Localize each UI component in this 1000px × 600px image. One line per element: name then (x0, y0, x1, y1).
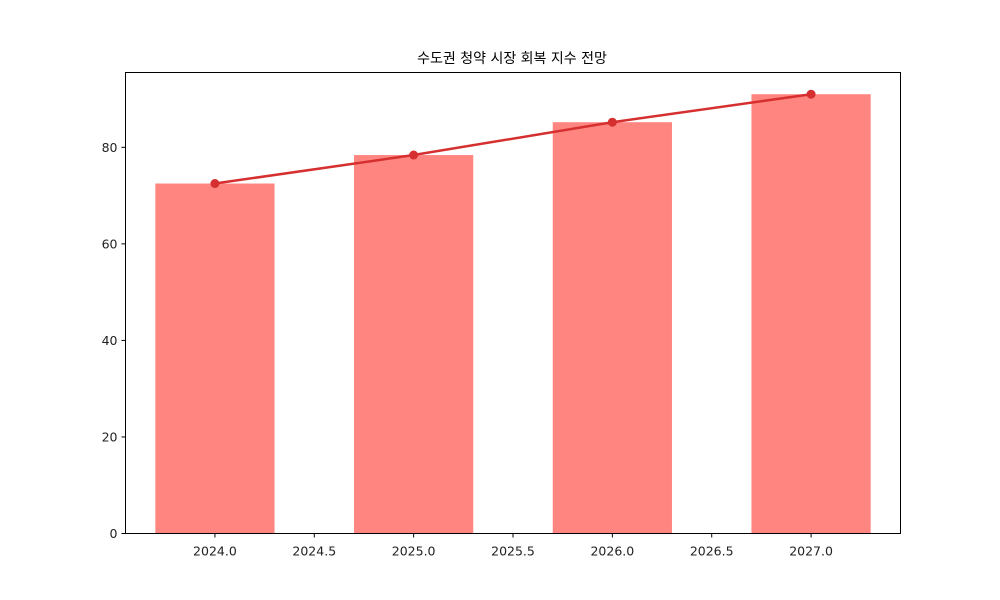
x-tick-label: 2026.0 (590, 544, 634, 559)
x-tick-label: 2025.0 (392, 544, 436, 559)
bar (751, 94, 871, 534)
y-tick-label: 40 (102, 333, 118, 348)
y-tick-label: 0 (110, 526, 118, 541)
y-tick-label: 80 (102, 140, 118, 155)
line-marker (409, 150, 419, 160)
line-marker (607, 117, 617, 127)
chart-title: 수도권 청약 시장 회복 지수 전망 (417, 51, 607, 67)
x-tick-label: 2027.0 (789, 544, 833, 559)
y-axis: 0 20 40 60 80 (102, 140, 126, 541)
bar (354, 155, 474, 534)
bar (155, 183, 275, 534)
bar (552, 122, 672, 534)
trend-line (214, 92, 812, 185)
line-marker (806, 89, 816, 99)
x-tick-label: 2025.5 (491, 544, 535, 559)
line-marker (210, 179, 220, 189)
y-tick-label: 60 (102, 236, 118, 251)
line-series (210, 89, 816, 189)
x-tick-label: 2026.5 (690, 544, 734, 559)
x-axis: 2024.0 2024.5 2025.0 2025.5 2026.0 2026.5 2027… (193, 533, 833, 559)
x-tick-label: 2024.0 (193, 544, 237, 559)
bar-series (155, 94, 871, 534)
y-tick-label: 20 (102, 429, 118, 444)
x-tick-label: 2024.5 (292, 544, 336, 559)
